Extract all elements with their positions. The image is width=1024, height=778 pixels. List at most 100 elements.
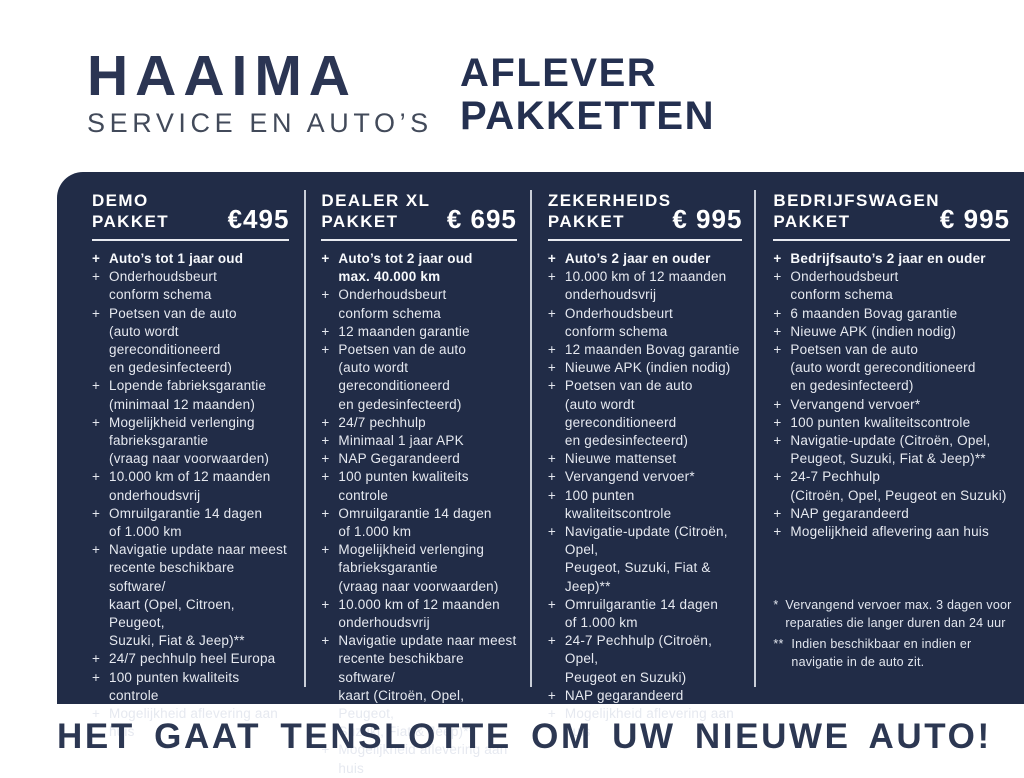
package-item-text: NAP Gegarandeerd xyxy=(338,451,460,467)
package-item-text: Poetsen van de auto (auto wordt gerecond… xyxy=(564,378,693,449)
package-name: DEMO PAKKET xyxy=(92,191,170,231)
plus-bullet: + xyxy=(547,633,556,649)
package-item-text: Mogelijkheid verlenging fabrieksgarantie… xyxy=(338,542,499,594)
package-item: +24-7 Pechhulp (Citroën, Opel, Peugeot e… xyxy=(773,468,1010,504)
package-item: +12 maanden Bovag garantie xyxy=(548,341,743,359)
footnote: * Vervangend vervoer max. 3 dagen voor r… xyxy=(773,597,1014,632)
package-item: + Mogelijkheid verlenging fabrieksgaranti… xyxy=(321,541,516,596)
package-item-text: Poetsen van de auto (auto wordt gerecond… xyxy=(109,305,237,376)
plus-bullet: + xyxy=(321,451,330,467)
plus-bullet: + xyxy=(321,287,330,303)
package-item-text: NAP gegarandeerd xyxy=(564,687,684,703)
tagline: HET GAAT TENSLOTTE OM UW NIEUWE AUTO! xyxy=(57,717,992,756)
plus-bullet: + xyxy=(92,505,101,521)
package-item-text: 100 punten kwaliteits controle xyxy=(338,469,469,503)
package-item-text: Nieuwe APK (indien nodig) xyxy=(564,360,731,376)
footnote-text: Indien beschikbaar en indien er navigati… xyxy=(791,637,972,669)
asterisk-marker: * xyxy=(773,598,779,612)
package-item: + Navigatie update naar meest recente bes… xyxy=(321,632,516,741)
plus-bullet: + xyxy=(547,378,556,394)
package-item: +24-7 Pechhulp (Citroën, Opel, Peugeot e… xyxy=(548,632,743,687)
package-price: €495 xyxy=(227,204,290,234)
package-item-text: 10.000 km of 12 maanden onderhoudsvrij xyxy=(564,269,727,303)
header-rule xyxy=(773,239,1010,241)
package-item-text: 24-7 Pechhulp (Citroën, Opel, Peugeot en… xyxy=(564,633,713,685)
package-item: + Auto’s tot 1 jaar oud xyxy=(92,250,289,268)
package-item-text: Auto’s 2 jaar en ouder xyxy=(564,251,711,266)
header-rule xyxy=(547,239,743,241)
package-item-list: + Auto’s tot 2 jaar oud max. 40.000 km + On… xyxy=(321,250,516,778)
package-item: + Omruilgarantie 14 dagen of 1.000 km xyxy=(92,505,289,541)
plus-bullet: + xyxy=(547,596,556,612)
footnotes: * Vervangend vervoer max. 3 dagen voor r… xyxy=(773,593,1014,671)
package-item-text: Onderhoudsbeurt conform schema xyxy=(109,269,218,303)
package-item: +24/7 pechhulp xyxy=(321,414,516,432)
package-item: + Onderhoudsbeurt conform schema xyxy=(321,286,516,322)
package-item: + Omruilgarantie 14 dagen of 1.000 km xyxy=(548,596,743,632)
logo: HAAIMA SERVICE EN AUTO’S xyxy=(87,46,433,138)
plus-bullet: + xyxy=(547,305,556,321)
package-header: BEDRIJFSWAGEN PAKKET € 995 xyxy=(773,190,1010,232)
package-item-text: 10.000 km of 12 maanden onderhoudsvrij xyxy=(109,469,271,503)
plus-bullet: + xyxy=(773,269,782,285)
package-item-text: Auto’s tot 1 jaar oud xyxy=(109,251,244,266)
package-item-text: Mogelijkheid verlenging fabrieksgarantie… xyxy=(109,414,270,467)
plus-bullet: + xyxy=(92,269,101,285)
package-item: + Mogelijkheid verlenging fabrieksgaranti… xyxy=(92,414,289,469)
plus-bullet: + xyxy=(773,251,782,266)
page-title: AFLEVER PAKKETTEN xyxy=(460,51,715,138)
package-item-text: Onderhoudsbeurt conform schema xyxy=(338,287,447,321)
package-item: + Nieuwe mattenset xyxy=(548,450,743,468)
package-item: + Navigatie-update (Citroën, Opel, Peugeo… xyxy=(773,432,1010,468)
package-price: € 995 xyxy=(939,204,1010,234)
package-item-text: Omruilgarantie 14 dagen of 1.000 km xyxy=(109,505,263,540)
footnote-text: Vervangend vervoer max. 3 dagen voor rep… xyxy=(785,598,1012,630)
package-name: BEDRIJFSWAGEN PAKKET xyxy=(773,191,940,231)
plus-bullet: + xyxy=(773,305,782,321)
package-item-text: Navigatie-update (Citroën, Opel, Peugeot… xyxy=(564,524,728,594)
package-item: + Onderhoudsbeurt conform schema xyxy=(773,268,1010,304)
package-item: + Lopende fabrieksgarantie (minimaal 12 m… xyxy=(92,377,289,413)
package-item: + NAP gegarandeerd xyxy=(773,505,1010,523)
package-item-text: Mogelijkheid aflevering aan huis xyxy=(109,706,279,740)
package-header: DEALER XL PAKKET € 695 xyxy=(321,190,516,232)
package-item: +6 maanden Bovag garantie xyxy=(773,305,1010,323)
package-item-text: Poetsen van de auto (auto wordt gerecond… xyxy=(790,342,976,394)
plus-bullet: + xyxy=(547,269,556,285)
package-item-text: Lopende fabrieksgarantie (minimaal 12 ma… xyxy=(109,378,267,412)
package-item-text: Onderhoudsbeurt conform schema xyxy=(790,269,899,303)
plus-bullet: + xyxy=(92,414,101,430)
plus-bullet: + xyxy=(321,251,330,266)
package-item: + Navigatie-update (Citroën, Opel, Peugeo… xyxy=(548,523,743,596)
package-item-text: 10.000 km of 12 maanden onderhoudsvrij xyxy=(338,596,500,631)
header-rule xyxy=(92,239,290,241)
package-item-text: Poetsen van de auto (auto wordt gerecond… xyxy=(338,342,467,412)
package-item: +10.000 km of 12 maanden onderhoudsvrij xyxy=(548,268,743,304)
plus-bullet: + xyxy=(773,414,782,430)
package-item-text: Omruilgarantie 14 dagen of 1.000 km xyxy=(338,505,492,540)
package-header: ZEKERHEIDS PAKKET € 995 xyxy=(548,190,743,232)
package-item: +100 punten kwaliteitscontrole xyxy=(548,487,743,523)
plus-bullet: + xyxy=(92,542,101,558)
header-rule xyxy=(321,239,517,241)
package-item-text: 6 maanden Bovag garantie xyxy=(790,305,958,321)
package-item: +100 punten kwaliteits controle xyxy=(92,669,289,705)
plus-bullet: + xyxy=(773,396,782,412)
plus-bullet: + xyxy=(547,360,556,376)
package-item-text: Vervangend vervoer* xyxy=(564,469,695,485)
package-item: + Auto’s 2 jaar en ouder xyxy=(548,250,743,268)
package-item: + NAP gegarandeerd xyxy=(548,687,743,705)
package-item-text: 100 punten kwaliteitscontrole xyxy=(790,414,971,430)
package-item: + Nieuwe APK (indien nodig) xyxy=(773,323,1010,341)
package-item: +24/7 pechhulp heel Europa xyxy=(92,650,289,668)
plus-bullet: + xyxy=(321,596,330,612)
package-item: + Poetsen van de auto (auto wordt gerecon… xyxy=(548,377,743,450)
plus-bullet: + xyxy=(547,524,556,540)
package-item: + Mogelijkheid aflevering aan huis xyxy=(92,705,289,741)
package-item: + Bedrijfsauto’s 2 jaar en ouder xyxy=(773,250,1010,268)
package-item: + Mogelijkheid aflevering aan huis xyxy=(773,523,1010,541)
package-item: +100 punten kwaliteitscontrole xyxy=(773,414,1010,432)
plus-bullet: + xyxy=(92,669,101,685)
package-bedrijfswagen: BEDRIJFSWAGEN PAKKET € 995 + Bedrijfsauto… xyxy=(754,190,1024,687)
package-header: DEMO PAKKET €495 xyxy=(92,190,289,232)
